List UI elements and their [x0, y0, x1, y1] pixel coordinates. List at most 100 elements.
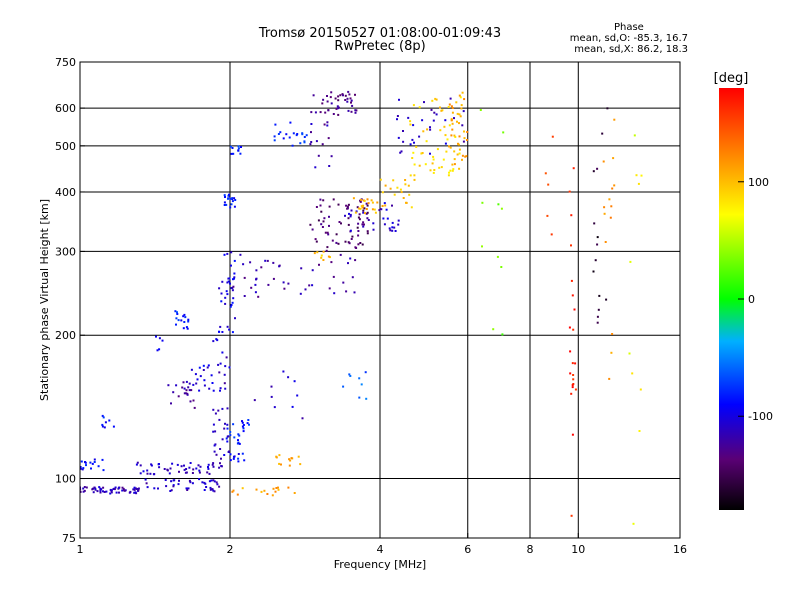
- y-tick-label: 500: [55, 140, 76, 153]
- data-point: [328, 165, 331, 167]
- data-point: [451, 107, 454, 109]
- data-point: [366, 204, 369, 207]
- data-point: [612, 157, 615, 160]
- x-tick-label: 16: [673, 543, 687, 556]
- data-point: [325, 249, 328, 252]
- data-point: [202, 369, 205, 371]
- data-point: [351, 235, 354, 238]
- data-point: [101, 423, 104, 426]
- data-point: [242, 430, 245, 433]
- chart-subtitle: RwPretec (8p): [334, 39, 426, 54]
- data-point: [405, 201, 407, 204]
- data-point: [112, 425, 115, 428]
- data-point: [603, 206, 606, 209]
- data-point: [299, 463, 302, 466]
- data-point: [224, 422, 226, 425]
- data-point: [353, 291, 356, 294]
- data-point: [433, 111, 436, 114]
- data-point: [596, 167, 599, 170]
- data-point: [458, 113, 461, 116]
- data-point: [94, 487, 97, 490]
- data-point: [402, 140, 405, 143]
- data-point: [321, 226, 324, 228]
- data-point: [383, 223, 386, 226]
- data-point: [218, 287, 221, 290]
- data-point: [217, 363, 220, 366]
- data-point: [203, 489, 206, 491]
- y-axis: 75 100 200 300 400 500 600 750: [55, 56, 85, 545]
- data-point: [169, 490, 172, 492]
- data-point: [192, 468, 195, 471]
- data-point: [183, 468, 186, 471]
- data-point: [409, 174, 412, 177]
- data-point: [250, 286, 253, 289]
- data-point: [347, 109, 350, 112]
- data-point: [213, 480, 216, 483]
- data-point: [229, 431, 232, 433]
- data-point: [326, 100, 329, 103]
- data-point: [182, 327, 185, 330]
- data-point: [287, 486, 290, 489]
- data-point: [348, 93, 351, 96]
- data-point: [357, 234, 360, 237]
- data-point: [224, 196, 226, 198]
- data-point: [101, 414, 104, 417]
- data-point: [456, 153, 459, 156]
- data-point: [296, 394, 299, 397]
- data-point: [455, 101, 458, 104]
- data-point: [386, 217, 389, 220]
- data-point: [357, 222, 360, 225]
- data-point: [332, 275, 335, 278]
- data-point: [342, 385, 345, 388]
- data-point: [113, 488, 116, 491]
- data-point: [464, 155, 467, 158]
- data-point: [218, 371, 221, 374]
- data-point: [203, 379, 206, 382]
- data-point: [412, 104, 415, 107]
- data-point: [185, 389, 188, 392]
- data-point: [122, 487, 125, 490]
- data-point: [450, 119, 453, 121]
- data-point: [215, 481, 218, 484]
- data-point: [219, 448, 222, 450]
- data-point: [611, 187, 614, 190]
- data-point: [254, 283, 257, 286]
- data-point: [573, 308, 576, 311]
- data-point: [247, 419, 250, 421]
- data-point: [334, 97, 337, 100]
- data-point: [231, 289, 234, 292]
- data-point: [572, 378, 575, 381]
- data-point: [233, 455, 235, 458]
- data-point: [172, 485, 175, 488]
- data-point: [228, 366, 231, 369]
- data-point: [219, 387, 222, 390]
- data-point: [231, 331, 234, 334]
- data-point: [315, 206, 318, 208]
- data-point: [330, 155, 333, 158]
- data-point: [192, 383, 195, 386]
- data-point: [182, 315, 185, 318]
- data-point: [337, 203, 340, 206]
- data-point: [394, 230, 397, 232]
- data-point: [242, 427, 245, 430]
- data-point: [356, 226, 359, 229]
- data-point: [638, 430, 641, 432]
- data-point: [237, 441, 240, 444]
- data-point: [186, 393, 189, 396]
- data-point: [349, 375, 352, 377]
- data-point: [189, 462, 192, 464]
- data-point: [241, 425, 244, 428]
- data-point: [336, 105, 339, 108]
- data-point: [283, 287, 286, 290]
- data-point: [568, 326, 571, 329]
- data-point: [216, 483, 219, 486]
- data-point: [465, 155, 468, 158]
- data-point: [223, 194, 226, 197]
- data-point: [282, 281, 285, 284]
- data-point: [241, 420, 243, 423]
- data-point: [404, 179, 407, 181]
- data-point: [310, 131, 312, 134]
- data-point: [213, 450, 216, 453]
- data-point: [357, 216, 360, 219]
- data-point: [225, 356, 228, 359]
